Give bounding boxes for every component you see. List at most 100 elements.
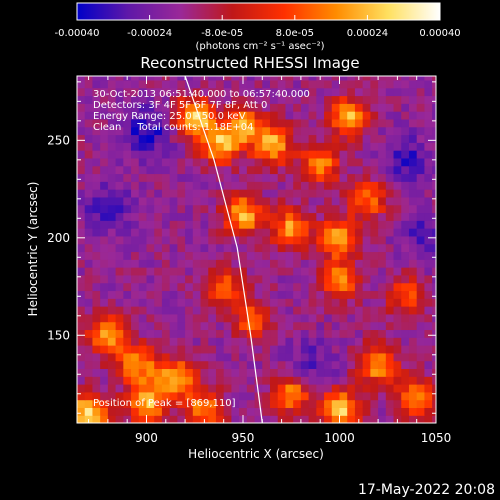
- heatmap-cell: [432, 345, 436, 354]
- heatmap-cell: [285, 111, 294, 120]
- heatmap-cell: [77, 282, 86, 292]
- heatmap-cell: [285, 415, 294, 423]
- heatmap-cell: [254, 298, 263, 307]
- heatmap-cell: [324, 126, 333, 136]
- heatmap-cell: [115, 243, 124, 253]
- heatmap-cell: [378, 321, 387, 331]
- heatmap-cell: [246, 189, 256, 198]
- heatmap-cell: [300, 165, 310, 175]
- heatmap-cell: [316, 251, 325, 260]
- heatmap-cell: [277, 189, 287, 198]
- heatmap-cell: [339, 103, 348, 112]
- heatmap-cell: [370, 150, 379, 159]
- heatmap-cell: [432, 352, 436, 362]
- heatmap-cell: [262, 329, 271, 338]
- heatmap-cell: [331, 150, 341, 159]
- heatmap-cell: [77, 157, 86, 167]
- heatmap-cell: [100, 384, 109, 393]
- heatmap-cell: [300, 384, 310, 393]
- heatmap-cell: [254, 157, 263, 167]
- heatmap-cell: [161, 150, 171, 159]
- heatmap-cell: [77, 220, 86, 229]
- heatmap-cell: [401, 267, 410, 276]
- heatmap-cell: [293, 212, 302, 221]
- heatmap-cell: [231, 337, 240, 346]
- heatmap-cell: [146, 251, 155, 260]
- heatmap-cell: [100, 76, 109, 81]
- heatmap-cell: [262, 259, 271, 268]
- heatmap-cell: [200, 212, 209, 221]
- heatmap-cell: [270, 282, 279, 292]
- heatmap-cell: [416, 126, 426, 136]
- heatmap-cell: [200, 228, 209, 237]
- heatmap-cell: [200, 196, 209, 206]
- heatmap-cell: [177, 95, 186, 104]
- heatmap-cell: [208, 235, 217, 245]
- heatmap-cell: [432, 196, 436, 206]
- heatmap-cell: [408, 134, 418, 143]
- heatmap-cell: [192, 243, 202, 253]
- heatmap-cell: [115, 111, 124, 120]
- heatmap-cell: [208, 118, 217, 128]
- heatmap-cell: [347, 251, 356, 260]
- heatmap-cell: [161, 189, 171, 198]
- heatmap-cell: [393, 368, 402, 377]
- heatmap-cell: [169, 345, 178, 354]
- heatmap-cell: [239, 212, 248, 221]
- heatmap-cell: [146, 157, 155, 167]
- colorbar-units: (photons cm⁻² s⁻¹ asec⁻²): [195, 41, 324, 52]
- heatmap-cell: [385, 95, 395, 104]
- heatmap-cell: [154, 391, 163, 401]
- heatmap-cell: [300, 376, 310, 385]
- heatmap-cell: [277, 274, 287, 284]
- heatmap-cell: [185, 220, 194, 229]
- heatmap-cell: [107, 181, 117, 190]
- heatmap-cell: [239, 165, 248, 175]
- heatmap-cell: [123, 111, 132, 120]
- heatmap-cell: [192, 376, 202, 385]
- heatmap-cell: [161, 306, 171, 315]
- heatmap-cell: [254, 235, 263, 245]
- heatmap-cell: [385, 134, 395, 143]
- heatmap-cell: [215, 95, 225, 104]
- heatmap-cell: [424, 103, 433, 112]
- heatmap-cell: [169, 103, 178, 112]
- heatmap-cell: [200, 95, 209, 104]
- heatmap-cell: [270, 126, 279, 136]
- heatmap-cell: [354, 298, 364, 307]
- heatmap-cell: [131, 76, 140, 81]
- heatmap-cell: [231, 111, 240, 120]
- heatmap-cell: [239, 189, 248, 198]
- heatmap-cell: [107, 243, 117, 253]
- heatmap-cell: [185, 407, 194, 416]
- heatmap-cell: [308, 235, 317, 245]
- heatmap-cell: [339, 196, 348, 206]
- heatmap-cell: [270, 95, 279, 104]
- heatmap-cell: [339, 384, 348, 393]
- heatmap-cell: [362, 173, 371, 182]
- heatmap-cell: [339, 220, 348, 229]
- heatmap-cell: [308, 399, 317, 409]
- heatmap-cell: [208, 384, 217, 393]
- heatmap-cell: [331, 157, 341, 167]
- heatmap-cell: [138, 189, 148, 198]
- heatmap-cell: [254, 220, 263, 229]
- heatmap-cell: [300, 95, 310, 104]
- heatmap-cell: [277, 384, 287, 393]
- heatmap-cell: [92, 329, 101, 338]
- heatmap-cell: [262, 313, 271, 323]
- heatmap-cell: [285, 337, 294, 346]
- heatmap-cell: [354, 79, 364, 89]
- heatmap-cell: [146, 76, 155, 81]
- heatmap-cell: [131, 111, 140, 120]
- heatmap-cell: [107, 337, 117, 346]
- heatmap-cell: [131, 345, 140, 354]
- heatmap-cell: [192, 391, 202, 401]
- heatmap-cell: [285, 235, 294, 245]
- heatmap-cell: [385, 126, 395, 136]
- heatmap-cell: [185, 243, 194, 253]
- heatmap-cell: [277, 204, 287, 214]
- heatmap-cell: [293, 189, 302, 198]
- heatmap-cell: [354, 251, 364, 260]
- heatmap-cell: [123, 368, 132, 377]
